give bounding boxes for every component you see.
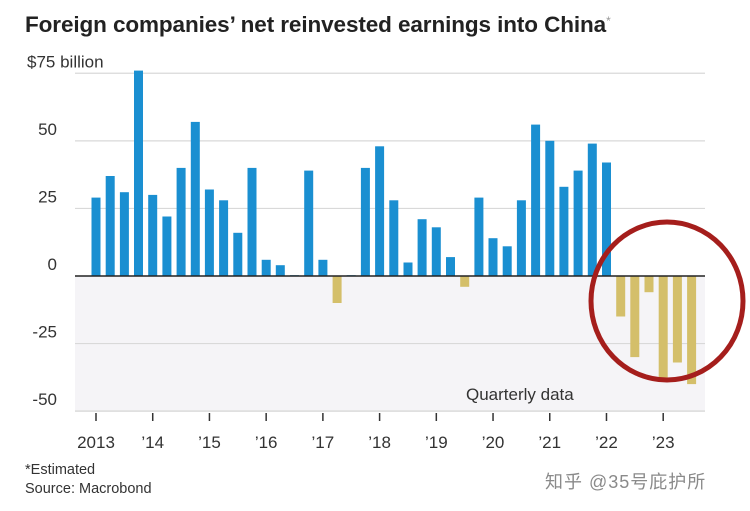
y-tick-label: 0 (48, 255, 57, 274)
y-tick-label: 25 (38, 187, 57, 206)
x-tick-label: ’14 (141, 433, 164, 452)
bar-2020-q1 (488, 238, 498, 276)
y-tick-label: 50 (38, 120, 57, 139)
bar-2019-q4 (474, 197, 484, 276)
bar-2022-q4 (644, 276, 654, 293)
bar-2016-q4 (304, 170, 314, 276)
bar-2019-q2 (446, 257, 455, 276)
bar-2014-q3 (176, 167, 186, 276)
bar-2018-q3 (403, 262, 413, 276)
bar-2022-q3 (630, 276, 640, 358)
bar-2014-q1 (148, 194, 158, 276)
bar-2013-q4 (134, 70, 143, 276)
x-tick-label: ’23 (652, 433, 675, 452)
bar-2019-q1 (431, 227, 441, 276)
bar-2022-q1 (602, 162, 611, 276)
y-tick-label: -25 (32, 323, 57, 342)
x-tick-label: ’18 (368, 433, 391, 452)
bar-2014-q2 (162, 216, 172, 276)
bar-2023-q3 (687, 276, 697, 385)
y-axis-labels: $75 billion 50 25 0 -25 -50 (27, 52, 104, 409)
bar-2015-q3 (233, 232, 243, 276)
x-tick-label: 2013 (77, 433, 115, 452)
bar-2019-q3 (460, 276, 470, 287)
x-tick-label: ’15 (198, 433, 221, 452)
bar-2020-q2 (502, 246, 512, 276)
bar-2017-q2 (332, 276, 342, 303)
bar-2016-q2 (275, 265, 285, 276)
bar-2015-q1 (204, 189, 214, 276)
bar-2014-q4 (190, 121, 200, 277)
source-note: Source: Macrobond (25, 481, 152, 497)
x-tick-label: ’22 (595, 433, 618, 452)
x-tick-label: ’21 (538, 433, 561, 452)
bar-2023-q1 (658, 276, 668, 382)
bar-2022-q2 (616, 276, 626, 317)
x-axis: 2013 ’14 ’15 ’16 ’17 ’18 ’19 ’20 ’21 ’22 ’23 (77, 413, 675, 452)
watermark: 知乎 @35号庇护所 (545, 472, 707, 492)
bar-2017-q1 (318, 259, 328, 276)
quarterly-data-annotation: Quarterly data (466, 385, 574, 404)
bar-2013-q3 (119, 192, 129, 276)
bar-2021-q4 (587, 143, 597, 276)
bar-2021-q2 (559, 186, 569, 276)
bars (91, 70, 697, 385)
x-tick-label: ’19 (425, 433, 448, 452)
bar-2021-q1 (545, 140, 555, 276)
bar-2013-q1 (91, 197, 101, 276)
bar-2018-q2 (389, 200, 399, 276)
y-tick-label: -50 (32, 390, 57, 409)
bar-2018-q4 (417, 219, 427, 276)
bar-2021-q3 (573, 170, 583, 276)
bar-2015-q2 (219, 200, 229, 276)
y-tick-label: $75 billion (27, 52, 104, 71)
footnote-estimated: *Estimated (25, 462, 96, 478)
highlight-circle (588, 219, 746, 383)
bar-2016-q1 (261, 259, 271, 276)
bar-2017-q4 (360, 167, 370, 276)
bar-2015-q4 (247, 167, 257, 276)
x-tick-label: ’17 (312, 433, 335, 452)
bar-2013-q2 (105, 176, 115, 276)
bar-2020-q3 (516, 200, 526, 276)
chart-title-text: Foreign companies’ net reinvested earnin… (25, 12, 607, 37)
title-asterisk: * (606, 14, 611, 28)
chart-title: Foreign companies’ net reinvested earnin… (25, 12, 611, 38)
x-tick-label: ’20 (482, 433, 505, 452)
bar-2018-q1 (375, 146, 385, 276)
bar-2023-q2 (672, 276, 682, 363)
x-tick-label: ’16 (255, 433, 278, 452)
bar-2020-q4 (531, 124, 541, 276)
